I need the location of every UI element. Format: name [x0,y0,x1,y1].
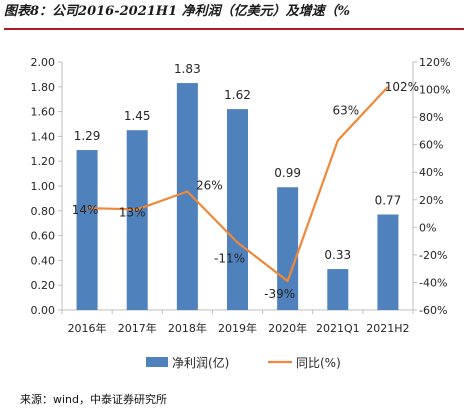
line-data-label: 14% [72,203,99,217]
x-axis-category-label: 2019年 [218,321,257,335]
bar-data-label: 1.45 [124,109,151,123]
right-axis-tick-label: 0% [419,221,436,234]
right-axis-tick-label: 20% [419,194,443,207]
left-axis-tick-label: 0.80 [31,205,56,218]
growth-line [87,86,389,283]
right-axis-tick-label: -40% [419,276,447,289]
legend-bar-swatch [146,357,168,367]
bar [377,214,399,310]
bar [76,150,98,310]
bar-data-label: 0.99 [274,166,301,180]
bar [126,130,148,310]
line-data-label: 102% [385,80,419,94]
x-axis-category-label: 2017年 [118,321,157,335]
left-axis-tick-label: 1.40 [31,130,56,143]
combo-chart: 0.00 0.20 0.40 0.60 0.80 1.00 1.20 1.40 1.60 1.80… [31,56,451,370]
bar-data-label: 0.33 [324,248,351,262]
right-axis-tick-label: -60% [419,304,447,317]
left-axis-tick-label: 1.20 [31,155,56,168]
bar [277,187,299,310]
bar [227,109,248,311]
bar-data-label: 1.29 [74,129,101,143]
x-axis-category-label: 2018年 [168,321,207,335]
figure-title: 图表8：公司2016-2021H1 净利润（亿美元）及增速（% [4,4,351,19]
line-data-label: -11% [214,251,245,265]
right-axis-tick-label: 40% [419,166,443,179]
bar [327,269,349,310]
bar-data-label: 0.77 [375,194,402,208]
left-axis-tick-label: 2.00 [31,56,56,69]
right-axis-tick-label: 80% [419,111,443,124]
left-axis-tick-label: 0.00 [31,304,56,317]
title-divider [4,28,464,30]
x-axis-category-label: 2021Q1 [316,322,360,335]
left-axis-tick-label: 1.00 [31,180,56,193]
line-data-label: -39% [264,287,295,301]
right-axis-tick-label: 100% [419,84,450,97]
left-axis-tick-label: 1.80 [31,81,56,94]
line-data-label: 26% [196,179,223,193]
bar-data-label: 1.62 [224,88,251,102]
left-axis-tick-label: 0.40 [31,254,56,267]
x-axis-category-label: 2016年 [68,321,107,335]
bar [176,83,198,310]
right-axis-tick-label: 120% [419,56,450,69]
x-axis-category-label: 2020年 [268,321,307,335]
legend-line-label: 同比(%) [296,356,341,370]
line-data-label: 13% [119,205,146,219]
left-axis-tick-label: 1.60 [31,106,56,119]
x-axis-category-label: 2021H2 [366,322,409,335]
right-axis-tick-label: -20% [419,249,447,262]
line-data-label: 63% [332,104,359,118]
left-axis-tick-label: 0.20 [31,279,56,292]
legend-bar-label: 净利润(亿) [172,355,229,370]
left-axis-tick-label: 0.60 [31,230,56,243]
right-axis-tick-label: 60% [419,139,443,152]
source-note: 来源：wind，中泰证券研究所 [20,393,168,406]
bar-data-label: 1.83 [174,62,201,76]
